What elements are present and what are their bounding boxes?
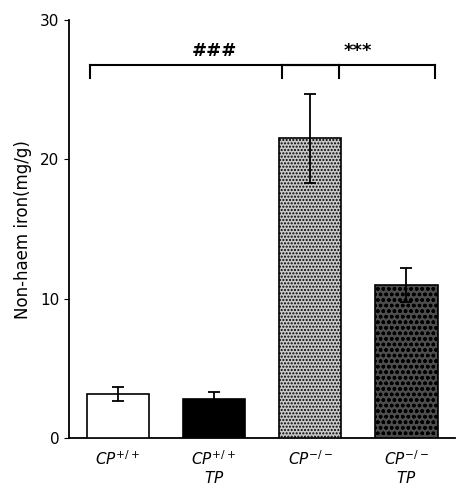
Bar <box>279 138 341 438</box>
Text: ***: *** <box>344 42 372 60</box>
Bar <box>183 400 245 438</box>
Text: ###: ### <box>191 42 237 60</box>
Bar <box>375 285 438 438</box>
Bar <box>87 394 149 438</box>
Y-axis label: Non-haem iron(mg/g): Non-haem iron(mg/g) <box>14 140 32 318</box>
